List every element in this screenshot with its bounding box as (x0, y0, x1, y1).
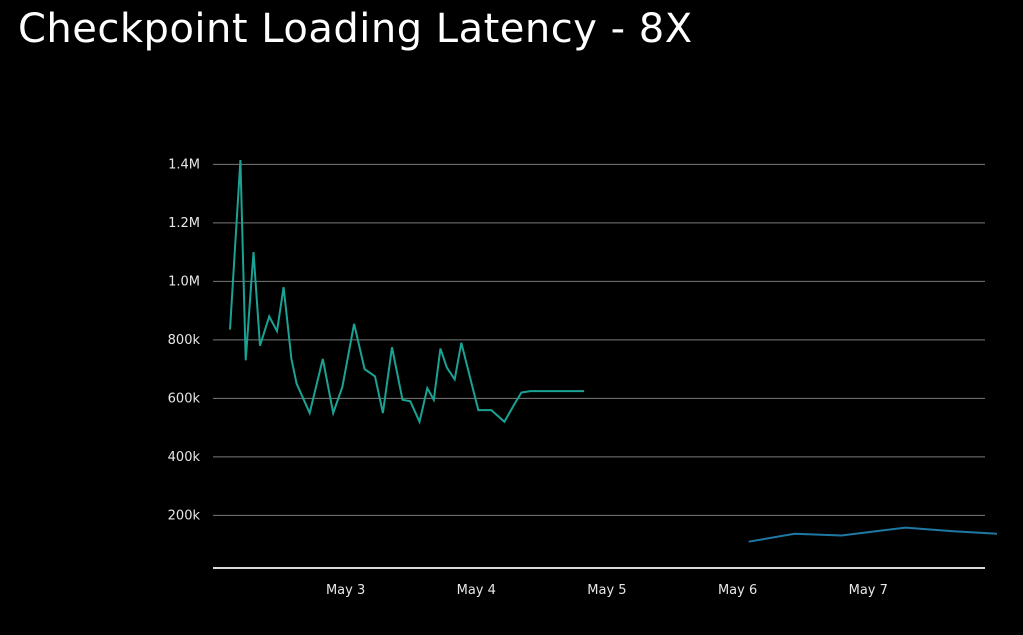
gridlines (213, 163, 985, 516)
y-tick-label: 1.4M (168, 157, 200, 172)
y-tick-label: 200k (168, 508, 201, 523)
series-group (229, 159, 998, 543)
series-line-1 (229, 159, 585, 425)
x-tick-label: May 7 (849, 583, 888, 598)
y-tick-label: 400k (168, 450, 201, 465)
y-tick-label: 600k (168, 391, 201, 406)
x-tick-label: May 6 (718, 583, 757, 598)
series-line-2 (748, 526, 998, 543)
y-tick-label: 1.2M (168, 216, 200, 231)
x-tick-label: May 5 (587, 583, 626, 598)
y-tick-label: 1.0M (168, 274, 200, 289)
x-tick-label: May 3 (326, 583, 365, 598)
y-axis-ticks: 200k 400k 600k 800k 1.0M 1.2M 1.4M (168, 157, 201, 523)
y-tick-label: 800k (168, 333, 201, 348)
x-tick-label: May 4 (457, 583, 496, 598)
x-axis-ticks: May 3 May 4 May 5 May 6 May 7 (326, 583, 888, 598)
chart-title: Checkpoint Loading Latency - 8X (18, 6, 693, 52)
